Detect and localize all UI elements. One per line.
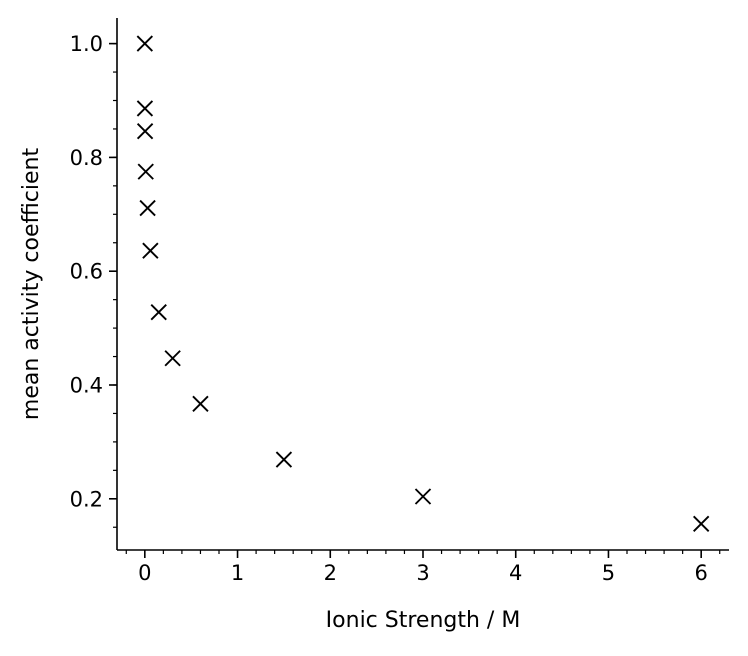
data-point: [136, 123, 154, 140]
x-tick-label: 5: [602, 561, 615, 585]
x-tick-label: 3: [416, 561, 429, 585]
data-point: [136, 35, 153, 52]
y-tick-label: 0.8: [70, 146, 103, 170]
data-point: [275, 451, 293, 468]
data-point: [164, 350, 181, 367]
x-tick-label: 6: [694, 561, 707, 585]
x-tick-label: 2: [324, 561, 337, 585]
data-point: [136, 100, 154, 117]
data-point: [139, 199, 156, 217]
data-point: [137, 163, 154, 180]
x-tick-label: 0: [138, 561, 151, 585]
tick-labels: 0 1 2 3 4 5 6 0.2 0.4 0.6 0.8 1.0: [70, 32, 708, 585]
y-axis-label: mean activity coefficient: [19, 148, 44, 421]
y-tick-label: 0.6: [70, 260, 103, 284]
x-tick-label: 4: [509, 561, 522, 585]
data-point: [693, 515, 710, 532]
data-point: [414, 488, 432, 505]
axes: [116, 18, 729, 551]
data-markers: [136, 35, 710, 532]
major-ticks: [109, 42, 702, 558]
y-tick-label: 1.0: [70, 32, 103, 56]
x-tick-label: 1: [231, 561, 244, 585]
y-tick-label: 0.4: [70, 373, 103, 397]
y-tick-label: 0.2: [70, 487, 103, 511]
data-point: [142, 242, 159, 259]
data-point: [192, 395, 209, 412]
x-axis-label: Ionic Strength / M: [326, 608, 521, 633]
minor-ticks: [113, 43, 721, 554]
data-point: [150, 303, 167, 321]
